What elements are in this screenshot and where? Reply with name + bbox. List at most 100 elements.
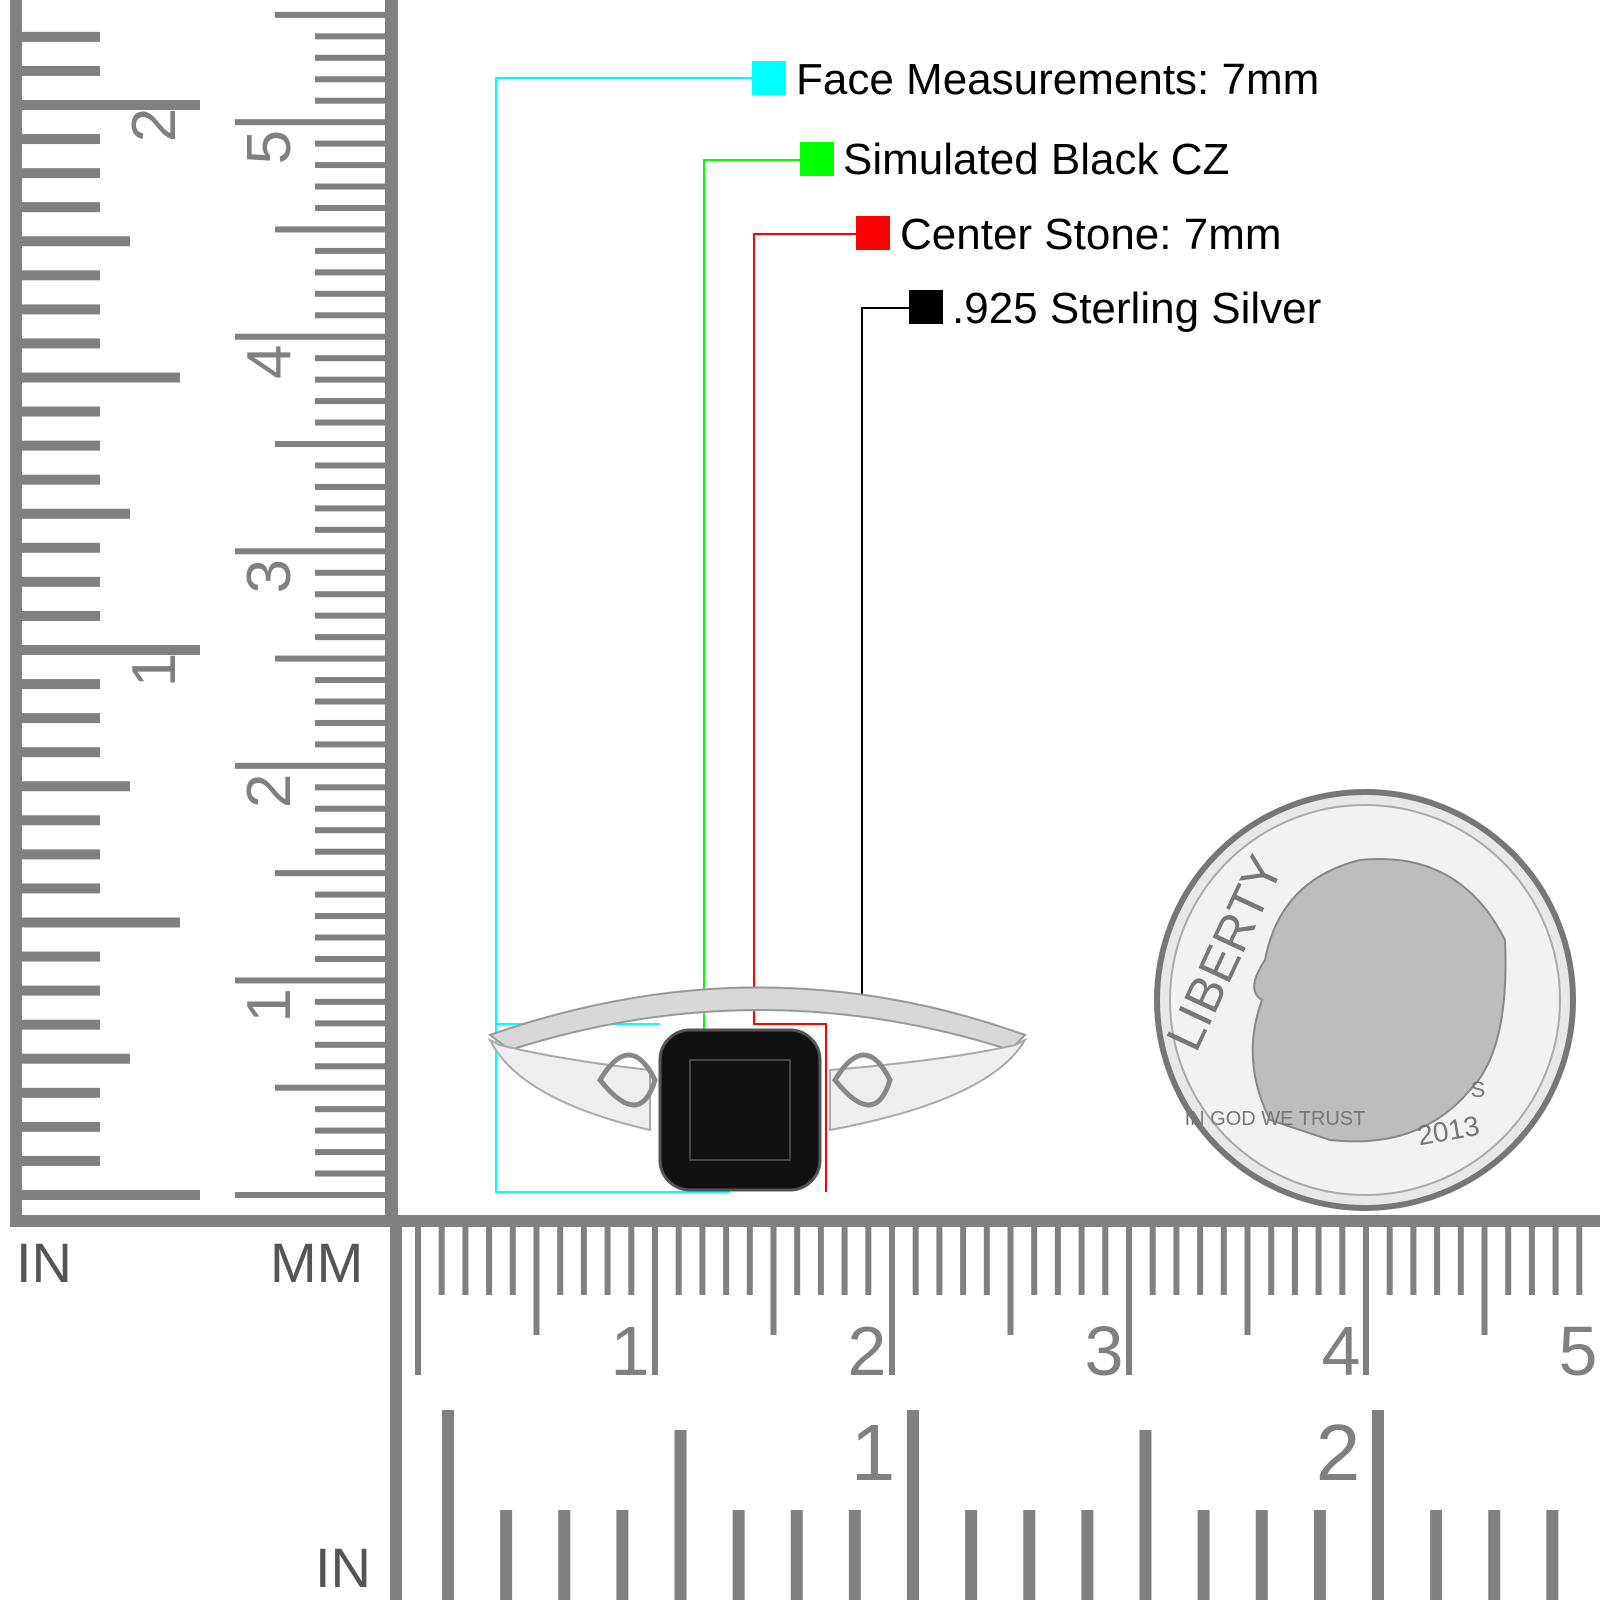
vertical-inch-tick [20, 270, 100, 281]
vertical-mm-tick [315, 1170, 385, 1177]
vertical-inch-tick [20, 372, 180, 383]
vertical-mm-tick [315, 462, 385, 469]
vertical-mm-tick [315, 247, 385, 254]
horizontal-mm-tick [1363, 1225, 1369, 1375]
horizontal-inch-tick [1081, 1510, 1094, 1600]
black-cushion-stone [658, 1028, 822, 1192]
left-ruler-in-label: IN [16, 1231, 72, 1294]
horizontal-inch-tick [558, 1510, 571, 1600]
vertical-inch-tick [20, 576, 100, 587]
horizontal-mm-tick [889, 1225, 895, 1375]
vertical-cm-number: 1 [235, 988, 304, 1022]
vertical-mm-tick [315, 677, 385, 684]
vertical-mm-tick [315, 97, 385, 104]
vertical-mm-tick [315, 54, 385, 61]
callout-metal: .925 Sterling Silver [952, 284, 1322, 333]
leader-line-face [495, 77, 752, 1193]
horizontal-cm-number: 5 [1559, 1312, 1598, 1390]
vertical-mm-tick [315, 1106, 385, 1113]
vertical-mm-tick [315, 33, 385, 40]
horizontal-cm-number: 1 [611, 1312, 650, 1390]
horizontal-mm-tick [865, 1225, 872, 1295]
stone-facet [689, 1059, 791, 1161]
vertical-mm-tick [275, 441, 385, 448]
horizontal-mm-tick [983, 1225, 990, 1295]
horizontal-mm-tick [699, 1225, 706, 1295]
vertical-mm-tick [315, 698, 385, 705]
horizontal-mm-tick [509, 1225, 516, 1295]
horizontal-inch-tick [790, 1510, 803, 1600]
callout-face-measurements: Face Measurements: 7mm [796, 55, 1320, 104]
horizontal-mm-tick [794, 1225, 801, 1295]
horizontal-mm-tick [628, 1225, 635, 1295]
vertical-mm-tick [315, 269, 385, 276]
horizontal-inch-tick [1197, 1510, 1210, 1600]
horizontal-mm-tick [912, 1225, 919, 1295]
horizontal-mm-tick [415, 1225, 421, 1375]
horizontal-mm-tick [1576, 1225, 1583, 1295]
vertical-inch-tick [20, 134, 100, 145]
vertical-mm-tick [315, 1063, 385, 1070]
horizontal-mm-tick [675, 1225, 682, 1295]
bottom-ruler-in-label: IN [315, 1536, 371, 1599]
vertical-mm-tick [315, 76, 385, 83]
vertical-inch-tick [20, 338, 100, 349]
horizontal-mm-tick [652, 1225, 658, 1375]
celtic-knot-right [831, 1052, 893, 1108]
horizontal-inch-tick [1488, 1510, 1501, 1600]
vertical-mm-tick [235, 762, 385, 769]
horizontal-mm-tick [1505, 1225, 1512, 1295]
horizontal-mm-tick [580, 1225, 587, 1295]
vertical-inch-tick [20, 100, 200, 110]
horizontal-mm-tick [1054, 1225, 1061, 1295]
horizontal-inch-tick [848, 1510, 861, 1600]
callout-swatch-metal [909, 290, 943, 324]
vertical-mm-tick [315, 376, 385, 383]
horizontal-cm-number: 3 [1085, 1312, 1124, 1390]
vertical-mm-tick [315, 204, 385, 211]
vertical-mm-tick [235, 977, 385, 984]
vertical-cm-number: 3 [235, 559, 304, 593]
left-ruler-edge [10, 0, 22, 1225]
vertical-inch-tick [20, 406, 100, 417]
left-ruler-mm-label: MM [270, 1231, 364, 1294]
vertical-mm-tick [315, 183, 385, 190]
vertical-inch-tick [20, 610, 100, 621]
horizontal-inch-tick [1023, 1510, 1036, 1600]
vertical-mm-tick [315, 1020, 385, 1027]
roosevelt-portrait [1251, 858, 1507, 1143]
vertical-mm-tick [235, 548, 385, 555]
callout-swatch-center-stone [856, 216, 890, 250]
horizontal-cm-number: 4 [1322, 1312, 1361, 1390]
vertical-mm-tick [315, 398, 385, 405]
vertical-mm-tick [315, 805, 385, 812]
vertical-inch-tick [20, 1190, 200, 1200]
horizontal-mm-tick [1197, 1225, 1204, 1295]
vertical-mm-tick [315, 741, 385, 748]
vertical-inch-tick [20, 747, 100, 758]
vertical-inch-tick [20, 1155, 100, 1166]
vertical-mm-tick [235, 1192, 385, 1198]
horizontal-inch-tick [732, 1510, 745, 1600]
vertical-mm-tick [315, 634, 385, 641]
vertical-mm-tick [315, 998, 385, 1005]
vertical-inch-tick [20, 31, 100, 42]
leader-line-center-stone [753, 233, 856, 1192]
vertical-mm-tick [315, 827, 385, 834]
vertical-inch-tick [20, 679, 100, 690]
horizontal-mm-tick [1220, 1225, 1227, 1295]
vertical-inch-tick [20, 985, 100, 996]
horizontal-mm-tick [557, 1225, 564, 1295]
vertical-ruler-right-edge [385, 0, 398, 1225]
vertical-mm-tick [275, 655, 385, 662]
vertical-inch-tick [20, 168, 100, 179]
ring-shank-left [487, 1037, 651, 1132]
horizontal-inch-tick [907, 1410, 919, 1600]
vertical-inch-tick [20, 1121, 100, 1132]
horizontal-mm-tick [1244, 1225, 1251, 1335]
vertical-inch-tick [20, 236, 130, 247]
callout-swatch-face [752, 61, 786, 95]
horizontal-inch-tick [500, 1510, 513, 1600]
horizontal-mm-tick [1434, 1225, 1441, 1295]
